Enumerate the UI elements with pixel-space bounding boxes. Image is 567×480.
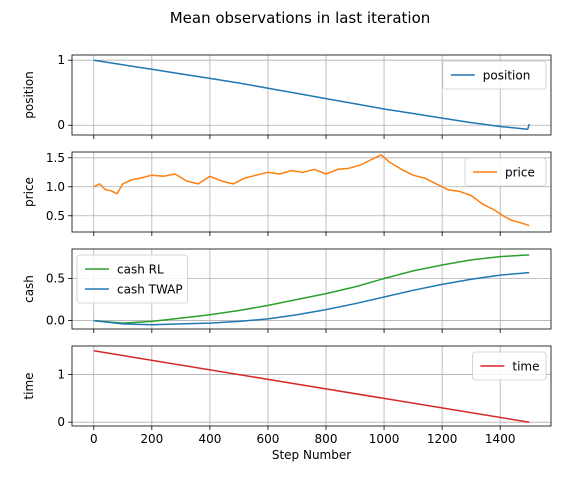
x-axis-label: Step Number	[272, 448, 351, 462]
legend: time	[471, 351, 547, 381]
y-axis-label: cash	[22, 275, 36, 303]
x-tick-label: 800	[315, 432, 338, 446]
series-line-cash-RL	[93, 254, 530, 324]
legend: price	[464, 157, 547, 187]
legend-label: time	[512, 360, 539, 374]
panel-time: 0 200 400 600 800 1000 1200 1400 0 1 time Step Numb…	[22, 345, 552, 462]
y-tick-label: 0.5	[46, 209, 65, 223]
legend-box	[442, 60, 547, 90]
y-tick-label: 1.5	[46, 151, 65, 165]
y-axis-label: time	[22, 372, 36, 399]
figure-title: Mean observations in last iteration	[170, 9, 431, 27]
panel-price: 0.5 1.0 1.5 price price	[22, 151, 552, 236]
axes-frame	[71, 248, 552, 330]
legend: position	[442, 60, 547, 90]
x-tick-label: 1400	[485, 432, 516, 446]
legend-box	[76, 254, 188, 304]
y-axis-label: position	[22, 71, 36, 119]
axes-frame	[71, 151, 552, 233]
x-tick-label: 1200	[427, 432, 458, 446]
legend-box	[464, 157, 547, 187]
y-tick-label: 1.0	[46, 180, 65, 194]
x-tick-label: 0	[90, 432, 98, 446]
x-tick-label: 1000	[369, 432, 400, 446]
y-tick-label: 0	[57, 118, 65, 132]
y-tick-label: 1	[57, 368, 65, 382]
axes-frame	[71, 345, 552, 427]
x-tick-label: 400	[198, 432, 221, 446]
legend-label: price	[505, 166, 535, 180]
y-tick-label: 0.0	[46, 314, 65, 328]
panel-position: 0 1 position position	[22, 53, 552, 139]
series-line-time	[93, 350, 530, 423]
legend-label: cash TWAP	[117, 283, 183, 297]
series-line-price	[93, 154, 530, 227]
legend: cash RL cash TWAP	[76, 254, 188, 304]
x-tick-label: 200	[140, 432, 163, 446]
series-line-position	[93, 59, 530, 130]
legend-label: position	[483, 69, 531, 83]
y-axis-label: price	[22, 177, 36, 207]
legend-label: cash RL	[117, 263, 164, 277]
axes-frame	[71, 54, 552, 136]
y-tick-label: 0	[57, 415, 65, 429]
series-line-cash-TWAP	[93, 271, 530, 326]
y-tick-label: 0.5	[46, 271, 65, 285]
legend-box	[471, 351, 547, 381]
x-tick-label: 600	[257, 432, 280, 446]
y-tick-label: 1	[57, 53, 65, 67]
panel-cash: 0.0 0.5 cash cash RL cash TWAP	[22, 248, 552, 333]
